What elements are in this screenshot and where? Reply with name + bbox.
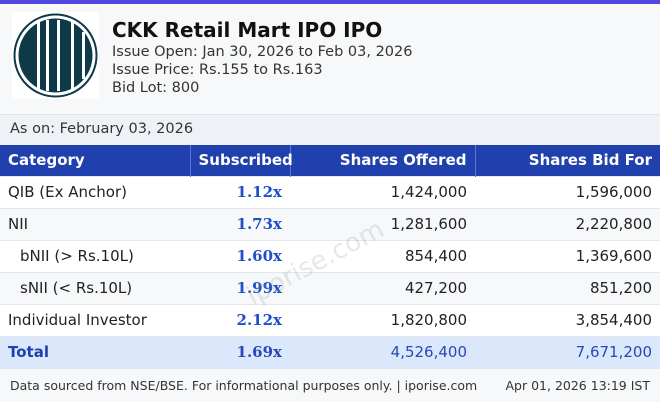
company-logo [12,12,99,99]
header-subscribed: Subscribed [189,145,293,176]
timestamp: Apr 01, 2026 13:19 IST [505,378,651,393]
subscribed: 1.60x [190,239,290,272]
shares-bid: 1,596,000 [475,175,660,208]
issue-price: Issue Price: Rs.155 to Rs.163 [112,62,323,78]
table-header: Category Subscribed Shares Offered Share… [0,145,660,176]
category: Individual Investor [0,303,190,336]
shares-bid: 3,854,400 [475,303,660,336]
total-row: Total 1.69x 4,526,400 7,671,200 [0,335,660,368]
ipo-header: CKK Retail Mart IPO IPO Issue Open: Jan … [0,4,660,115]
subscribed: 1.73x [190,207,290,240]
shares-bid: 2,220,800 [475,207,660,240]
top-accent-bar [0,0,660,4]
subscribed: 1.99x [190,271,290,304]
table-row: bNII (> Rs.10L) 1.60x 854,400 1,369,600 [0,239,660,272]
subscribed: 1.12x [190,175,290,208]
table-row: Individual Investor 2.12x 1,820,800 3,85… [0,303,660,336]
data-source: Data sourced from NSE/BSE. For informati… [10,378,478,393]
category: bNII (> Rs.10L) [0,239,190,272]
page-title: CKK Retail Mart IPO IPO [112,18,383,42]
category: Total [0,335,190,368]
shares-offered: 4,526,400 [290,335,475,368]
issue-open: Issue Open: Jan 30, 2026 to Feb 03, 2026 [112,44,413,60]
shares-bid: 7,671,200 [475,335,660,368]
subscription-table: Category Subscribed Shares Offered Share… [0,145,660,368]
header-category: Category [0,145,190,176]
category: QIB (Ex Anchor) [0,175,190,208]
shares-offered: 1,424,000 [290,175,475,208]
subscribed: 2.12x [190,303,290,336]
shares-offered: 427,200 [290,271,475,304]
footer: Data sourced from NSE/BSE. For informati… [0,368,660,402]
subscribed: 1.69x [190,335,290,368]
as-on-date: As on: February 03, 2026 [0,115,660,145]
shares-offered: 1,820,800 [290,303,475,336]
category: sNII (< Rs.10L) [0,271,190,304]
shares-offered: 854,400 [290,239,475,272]
shares-offered: 1,281,600 [290,207,475,240]
header-shares-bid: Shares Bid For [474,145,660,176]
shares-bid: 851,200 [475,271,660,304]
table-row: QIB (Ex Anchor) 1.12x 1,424,000 1,596,00… [0,175,660,208]
table-row: sNII (< Rs.10L) 1.99x 427,200 851,200 [0,271,660,304]
category: NII [0,207,190,240]
header-shares-offered: Shares Offered [289,145,475,176]
table-row: NII 1.73x 1,281,600 2,220,800 [0,207,660,240]
bid-lot: Bid Lot: 800 [112,80,200,96]
shares-bid: 1,369,600 [475,239,660,272]
